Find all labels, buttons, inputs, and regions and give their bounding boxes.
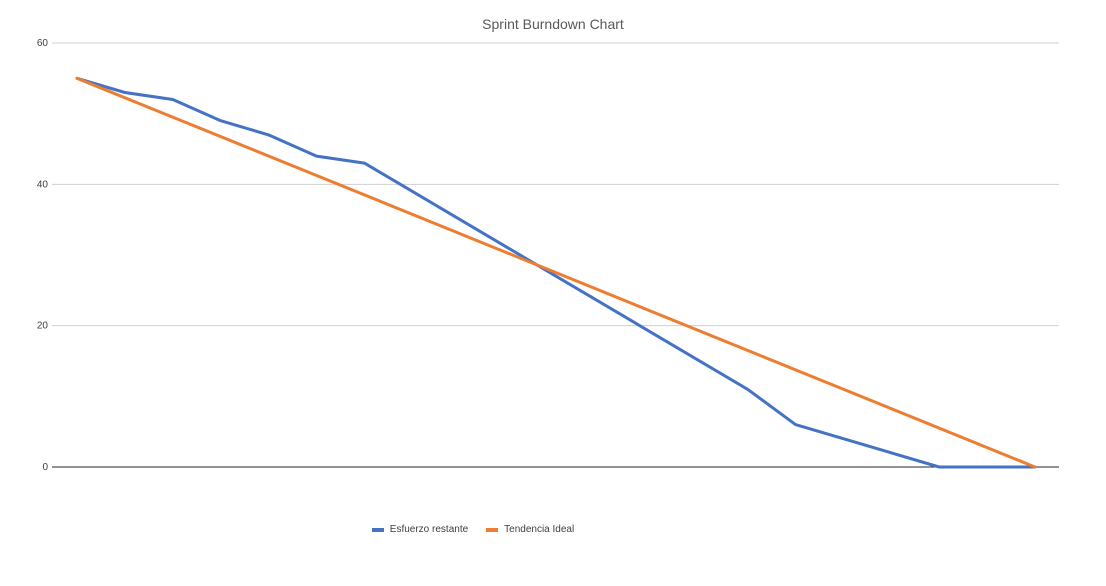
y-tick-label: 60 (37, 38, 49, 49)
y-tick-label: 0 (42, 462, 48, 473)
y-tick-label: 40 (37, 179, 49, 190)
series-lines (75, 76, 1037, 469)
y-tick-label: 20 (37, 321, 49, 332)
series-line-2 (75, 76, 1037, 469)
legend: Esfuerzo restante Tendencia Ideal (0, 524, 1026, 535)
legend-item: Esfuerzo restante (371, 524, 469, 535)
y-tick-labels: 0 20 40 60 (37, 38, 49, 473)
series-line-1 (75, 76, 1037, 469)
gridlines (52, 42, 1059, 468)
legend-label: Esfuerzo restante (389, 524, 469, 535)
legend-item: Tendencia Ideal (486, 524, 574, 535)
legend-swatch (486, 527, 499, 532)
legend-label: Tendencia Ideal (504, 524, 575, 535)
chart-title: Sprint Burndown Chart (482, 16, 624, 32)
legend-swatch (371, 527, 384, 532)
